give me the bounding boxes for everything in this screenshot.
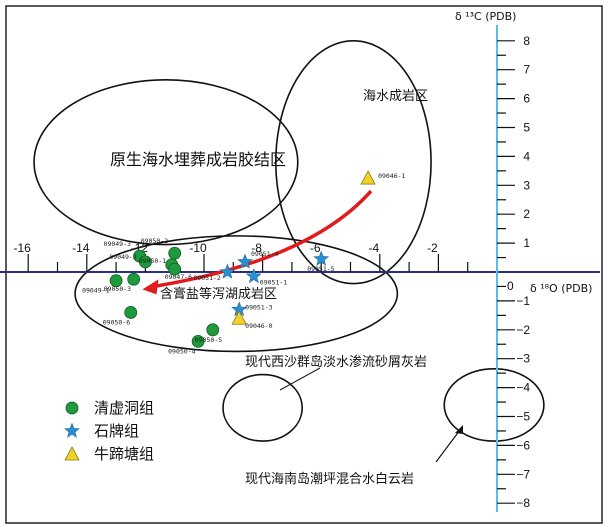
data-point — [168, 262, 182, 276]
zone-ellipse — [443, 368, 545, 442]
zone-ellipse — [33, 79, 299, 246]
zone-label: 含膏盐等泻湖成岩区 — [160, 286, 277, 302]
data-point — [138, 255, 152, 269]
point-label: 09051-5 — [307, 265, 334, 273]
point-label: 09049-3 — [104, 240, 131, 248]
point-label: 09046-0 — [245, 322, 272, 330]
y-tick-label: 8 — [523, 34, 530, 48]
chart-border — [5, 5, 603, 524]
data-point — [360, 170, 376, 185]
data-point — [191, 334, 205, 348]
data-point — [206, 323, 220, 337]
y-tick-label: −1 — [516, 294, 530, 308]
y-tick-label: 6 — [523, 92, 530, 106]
point-label: 09050-2 — [141, 237, 168, 245]
y-tick-label: 5 — [523, 121, 530, 135]
x-zero-label: 0 — [507, 279, 514, 293]
points-layer — [109, 170, 376, 348]
data-point — [231, 310, 247, 325]
y-tick-label: −2 — [516, 323, 530, 337]
point-label: 09050-3 — [104, 285, 131, 293]
data-point — [168, 246, 182, 260]
arrow-layer — [142, 189, 463, 463]
x-tick-label: -4 — [368, 241, 379, 255]
y-tick-label: −8 — [516, 496, 530, 510]
labels-layer: 09049-3 09049-2 09050-2 09050-1 09047-6 09050… — [82, 89, 428, 487]
annotation-label: 现代西沙群岛淡水渗流砂屑灰岩 — [245, 354, 427, 370]
data-point — [124, 306, 138, 319]
zone-label: 原生海水埋葬成岩胶结区 — [110, 150, 286, 169]
zone-ellipse — [222, 373, 303, 442]
y-tick-label: −5 — [516, 410, 530, 424]
annotation-label: 现代海南岛潮坪混合水白云岩 — [245, 471, 414, 487]
legend-label: 清虚洞组 — [94, 399, 154, 417]
point-label: 09050-1 — [139, 257, 166, 265]
point-label: 09049-1 — [82, 287, 109, 295]
y-tick-label: −3 — [516, 352, 530, 366]
x-tick-label: -10 — [189, 241, 207, 255]
data-point — [313, 250, 330, 266]
axes-layer: -16 -14 -12 -10 -8 -6 -4 -20 δ ¹⁸O (PDB)87654321… — [0, 10, 600, 512]
point-label: 09050-5 — [195, 336, 222, 344]
x-tick-label: -14 — [72, 241, 90, 255]
x-tick-label: -2 — [427, 241, 438, 255]
legend-marker — [64, 422, 80, 438]
annotation-leader — [435, 429, 461, 463]
y-tick-label: −4 — [516, 381, 530, 395]
point-label: 09050-6 — [103, 318, 130, 326]
data-point — [245, 267, 262, 284]
point-label: 09051-3 — [245, 304, 272, 312]
annotation-leader — [279, 367, 321, 391]
data-point — [237, 253, 253, 269]
legend-marker — [65, 401, 79, 415]
annotation-leader-head — [455, 425, 463, 434]
zone-label: 海水成岩区 — [363, 89, 428, 104]
point-label: 09049-2 — [109, 253, 136, 261]
y-tick-label: −6 — [516, 438, 530, 452]
zones-layer — [33, 39, 545, 442]
trend-arrow-head — [142, 279, 159, 295]
point-label: 09051-1 — [260, 278, 287, 286]
legend-label: 牛蹄塘组 — [94, 445, 154, 463]
point-label: 09050-4 — [168, 347, 195, 355]
legend-marker — [64, 446, 80, 461]
data-point — [219, 263, 236, 279]
data-point — [109, 274, 123, 288]
y-axis-title: δ ¹³C (PDB) — [455, 10, 516, 23]
x-tick-label: -6 — [310, 241, 321, 255]
legend-label: 石牌组 — [94, 422, 139, 440]
x-axis-title: δ ¹⁸O (PDB) — [530, 282, 592, 295]
trend-arrow — [154, 189, 373, 289]
zone-ellipse — [274, 39, 432, 285]
data-point — [127, 272, 141, 286]
x-tick-label: -16 — [14, 241, 32, 255]
point-label: 09047-6 — [165, 273, 192, 281]
x-tick-label: -8 — [251, 241, 262, 255]
y-tick-label: 2 — [523, 207, 530, 221]
point-label: 09046-1 — [378, 172, 405, 180]
zone-ellipse — [74, 235, 399, 353]
y-tick-label: 3 — [523, 178, 530, 192]
point-label: 09051-2 — [193, 274, 220, 282]
y-tick-label: −7 — [516, 467, 530, 481]
y-tick-label: 1 — [523, 236, 530, 250]
point-label: 09051-4 — [251, 250, 278, 258]
y-tick-label: 7 — [523, 63, 530, 77]
y-tick-label: 4 — [523, 149, 530, 163]
